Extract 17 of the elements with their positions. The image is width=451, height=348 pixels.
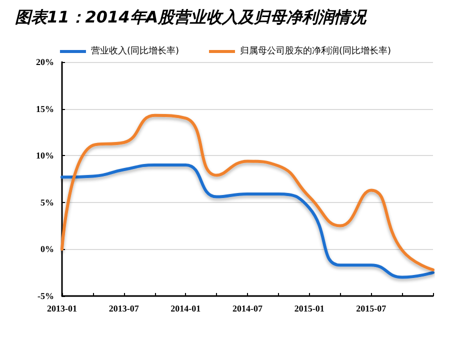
y-tick-label: 10% [36,150,54,161]
x-tick-label: 2013-07 [108,304,140,314]
legend-label: 归属母公司股东的净利润(同比增长率) [240,46,392,56]
line-series [60,114,434,272]
x-tick-label: 2013-01 [47,304,78,314]
x-tick-label: 2015-01 [294,304,325,314]
legend-label: 营业收入(同比增长率) [90,46,180,56]
x-tick-label: 2015-07 [356,304,387,314]
y-tick-label: 0% [40,244,54,254]
x-tick-label: 2014-07 [232,304,263,314]
y-tick-label: 20% [36,57,54,67]
y-tick-label: 15% [36,104,54,114]
x-tick-label: 2014-01 [170,304,202,314]
y-tick-label: 5% [40,197,54,208]
y-tick-label: -5% [38,291,54,301]
chart-title: 图表11：2014年A股营业收入及归母净利润情况 [15,8,368,26]
line-series [60,163,434,279]
